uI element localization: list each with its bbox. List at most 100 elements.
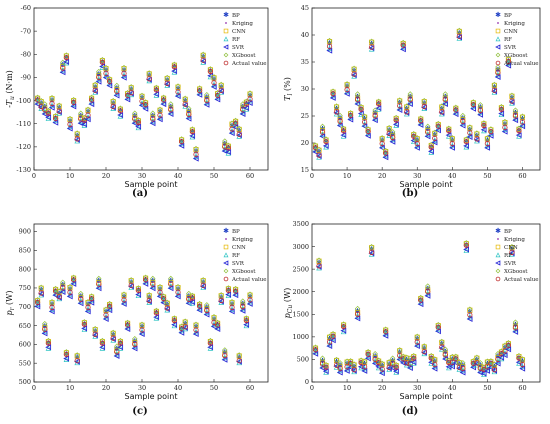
point-bp: ✱ (369, 40, 375, 48)
point-cnn (446, 358, 452, 364)
point-cnn (229, 121, 235, 127)
point-xgboost (481, 120, 487, 126)
point-actual-value (117, 340, 124, 346)
point-bp: ✱ (386, 361, 392, 369)
point-actual-value (498, 106, 505, 112)
point-actual-value (67, 289, 73, 295)
sample-point-group: ✱ (445, 125, 452, 139)
sample-point-group: ✱ (361, 358, 368, 374)
point-svr (494, 74, 501, 80)
point-bp: ✱ (491, 83, 497, 91)
point-bp: ✱ (428, 143, 434, 151)
point-xgboost (63, 349, 70, 355)
point-xgboost (460, 360, 466, 366)
point-actual-value (63, 55, 70, 61)
x-tick-label: 0 (32, 384, 36, 392)
sample-point-group: ✱ (196, 85, 203, 98)
point-svr (63, 355, 70, 362)
point-actual-value (218, 87, 224, 93)
point-actual-value (92, 331, 98, 337)
point-xgboost (222, 138, 228, 144)
sample-point-group: ✱ (382, 326, 389, 339)
point-xgboost (509, 243, 515, 250)
point-bp: ✱ (516, 127, 522, 135)
y-axis-label: Tl (%) (283, 77, 294, 101)
sample-point-group: ✱ (315, 146, 322, 160)
point-svr (480, 126, 487, 133)
legend-label: Kriging (504, 21, 525, 27)
y-tick-label: 750 (19, 284, 31, 292)
point-bp: ✱ (449, 355, 455, 363)
point-svr (149, 120, 156, 127)
point-cnn (211, 75, 217, 81)
point-actual-value (197, 88, 203, 94)
legend-marker-svr (495, 44, 501, 50)
point-svr (59, 289, 66, 295)
point-svr (153, 91, 160, 98)
point-xgboost (358, 104, 364, 110)
point-cnn (135, 286, 141, 292)
sample-point-group: ✱ (124, 319, 131, 332)
point-xgboost (344, 81, 350, 87)
point-cnn (143, 275, 149, 281)
point-xgboost (157, 106, 163, 112)
point-actual-value (85, 304, 91, 310)
panel-label: (d) (402, 406, 418, 417)
y-tick-label: -60 (21, 4, 31, 12)
point-actual-value (442, 352, 448, 358)
sample-point-group: ✱ (70, 274, 77, 287)
point-actual-value (358, 360, 364, 366)
point-actual-value (135, 119, 141, 126)
sample-point-group: ✱ (156, 106, 163, 123)
point-cnn (383, 148, 389, 155)
sample-point-group: ✱ (515, 125, 522, 139)
point-xgboost (456, 27, 463, 34)
point-bp: ✱ (323, 138, 329, 146)
point-cnn (139, 93, 145, 99)
y-tick-label: 650 (19, 322, 31, 330)
point-cnn (38, 99, 44, 105)
x-tick-label: 30 (138, 172, 146, 180)
y-tick-label: 500 (19, 378, 31, 386)
point-xgboost (96, 68, 102, 75)
point-bp: ✱ (460, 114, 466, 122)
sample-point-group: ✱ (88, 94, 95, 108)
point-xgboost (81, 319, 88, 325)
point-svr (196, 91, 203, 98)
point-actual-value (425, 129, 431, 135)
point-cnn (519, 114, 526, 120)
point-actual-value (393, 117, 399, 123)
point-actual-value (519, 361, 526, 368)
sample-point-group: ✱ (145, 70, 152, 84)
point-svr (392, 121, 399, 128)
point-bp: ✱ (425, 285, 431, 293)
sample-point-group: ✱ (414, 135, 420, 151)
point-actual-value (56, 108, 62, 114)
point-cnn (428, 354, 434, 360)
point-svr (484, 144, 491, 151)
point-actual-value (186, 296, 192, 302)
x-tick-label: 20 (378, 384, 386, 392)
point-cnn (81, 320, 87, 326)
point-xgboost (42, 320, 48, 327)
point-cnn (189, 127, 195, 133)
point-cnn (153, 85, 159, 91)
point-actual-value (467, 312, 473, 318)
point-xgboost (453, 104, 459, 111)
point-bp: ✱ (211, 76, 217, 84)
point-actual-value (60, 65, 66, 71)
point-svr (142, 280, 149, 287)
y-axis-label: -Tu (N·m) (5, 70, 16, 108)
point-xgboost (247, 90, 253, 96)
point-cnn (92, 82, 98, 88)
point-bp: ✱ (344, 360, 350, 368)
point-bp: ✱ (516, 354, 522, 362)
point-bp: ✱ (460, 361, 466, 369)
point-actual-value (204, 307, 210, 314)
point-xgboost (323, 136, 329, 142)
point-cnn (171, 316, 177, 322)
legend-label: RF (232, 253, 240, 259)
point-svr (343, 368, 350, 374)
sample-point-group: ✱ (95, 68, 102, 85)
point-actual-value (512, 113, 519, 119)
